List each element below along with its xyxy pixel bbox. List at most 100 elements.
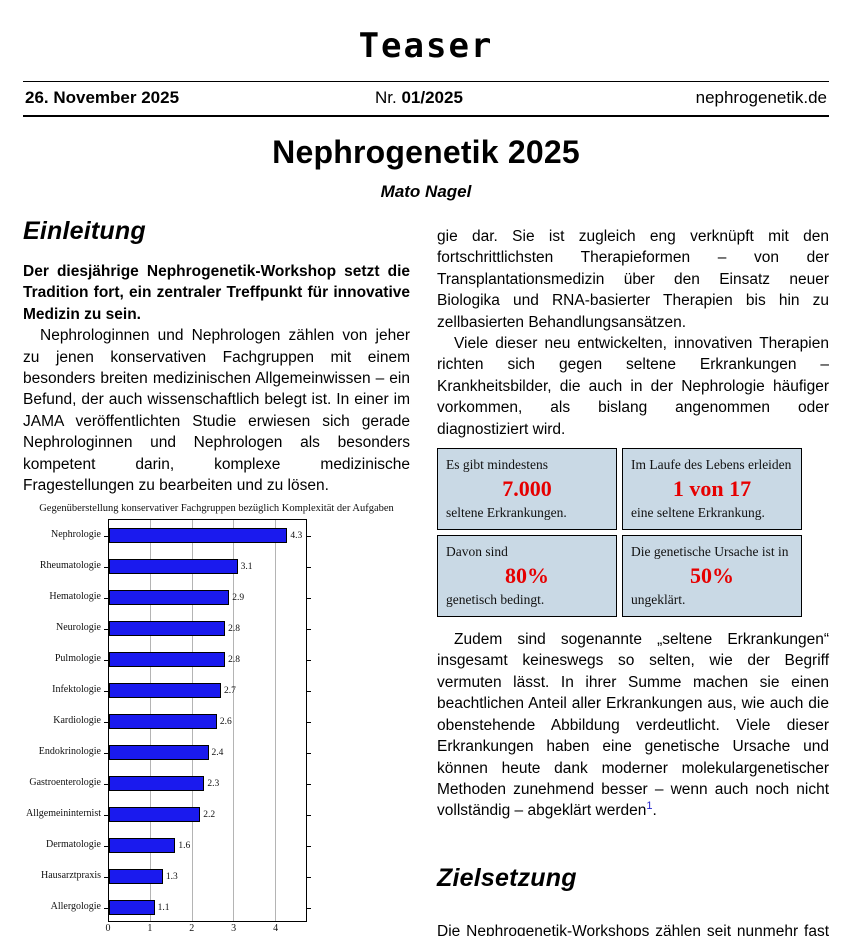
- axis-tick: [104, 784, 108, 786]
- bar-value-label: 3.1: [240, 561, 253, 572]
- fact-box-bottom-text: seltene Erkrankungen.: [446, 505, 567, 521]
- axis-tick: [104, 722, 108, 724]
- category-label: Dermatologie: [46, 839, 101, 851]
- fact-box-bottom-text: eine seltene Erkrankung.: [631, 505, 765, 521]
- axis-tick: [104, 753, 108, 755]
- bar-row: 2.7: [109, 675, 306, 706]
- category-label: Endokrinologie: [38, 746, 101, 758]
- fact-box-7000: Es gibt mindestens 7.000 seltene Erkrank…: [437, 448, 617, 531]
- bar-pulmologie: [109, 652, 226, 668]
- axis-tick: [307, 660, 311, 662]
- axis-tick: [104, 660, 108, 662]
- paragraph-period: .: [652, 802, 657, 820]
- fact-box-highlight: 80%: [505, 563, 549, 589]
- x-tick-label: 1: [147, 923, 153, 935]
- category-label: Rheumatologie: [39, 560, 101, 572]
- axis-tick: [307, 877, 311, 879]
- category-label: Neurologie: [56, 622, 101, 634]
- category-label: Kardiologie: [53, 715, 101, 727]
- axis-tick: [307, 598, 311, 600]
- bar-value-label: 2.2: [203, 809, 216, 820]
- bar-row: 1.1: [109, 892, 306, 923]
- category-label: Hematologie: [49, 591, 101, 603]
- bar-kardiologie: [109, 714, 217, 730]
- axis-tick: [307, 722, 311, 724]
- axis-tick: [307, 753, 311, 755]
- axis-tick: [104, 567, 108, 569]
- bar-row: 3.1: [109, 551, 306, 582]
- bar-value-label: 2.9: [232, 592, 245, 603]
- x-tick-label: 2: [189, 923, 195, 935]
- category-label: Hausarztpraxis: [41, 870, 101, 882]
- axis-tick: [307, 815, 311, 817]
- intro-paragraph: Nephrologinnen und Nephrologen zählen vo…: [23, 327, 410, 495]
- issue-number: Nr. 01/2025: [375, 88, 463, 108]
- axis-tick: [104, 629, 108, 631]
- fact-box-highlight: 50%: [690, 563, 734, 589]
- header-rule-top: [23, 81, 829, 82]
- axis-tick: [104, 877, 108, 879]
- bar-rheumatologie: [109, 559, 238, 575]
- section-heading-einleitung: Einleitung: [23, 217, 146, 245]
- bar-row: 2.8: [109, 644, 306, 675]
- chart-area: Nephrologie Rheumatologie Hematologie Neuro…: [23, 519, 410, 936]
- bar-value-label: 1.6: [178, 840, 191, 851]
- axis-tick: [104, 846, 108, 848]
- chart-category-labels: Nephrologie Rheumatologie Hematologie Neuro…: [23, 519, 108, 922]
- axis-tick: [307, 846, 311, 848]
- bar-value-label: 2.8: [228, 623, 240, 634]
- gridline-x-4: [274, 520, 276, 922]
- axis-tick: [104, 536, 108, 538]
- axis-tick: [104, 691, 108, 693]
- category-label: Nephrologie: [51, 529, 101, 541]
- fact-box-top-text: Davon sind: [446, 544, 508, 560]
- chart-x-ticklabels: 0 1 2 3 4: [105, 922, 307, 936]
- footnote-marker: 1: [646, 800, 653, 813]
- fact-box-50prozent: Die genetische Ursache ist in 50% ungekl…: [622, 535, 802, 618]
- axis-tick: [307, 536, 311, 538]
- chart-title: Gegenüberstellung konservativer Fachgrup…: [39, 503, 394, 515]
- fact-box-bottom-text: genetisch bedingt.: [446, 592, 545, 608]
- fact-box-bottom-text: ungeklärt.: [631, 592, 686, 608]
- category-label: Infektologie: [52, 684, 101, 696]
- axis-tick: [104, 908, 108, 910]
- two-column-layout: Einleitung Der diesjährige Nephrogenetik…: [23, 217, 829, 936]
- bar-row: 2.9: [109, 582, 306, 613]
- bar-row: 1.3: [109, 861, 306, 892]
- bar-value-label: 1.1: [157, 902, 170, 913]
- bar-row: 2.4: [109, 737, 306, 768]
- bar-value-label: 2.7: [223, 685, 236, 696]
- category-label: Gastroenterologie: [29, 777, 101, 789]
- fact-box-top-text: Die genetische Ursache ist in: [631, 544, 789, 560]
- category-label: Allgemeininternist: [26, 808, 101, 820]
- lead-paragraph: Der diesjährige Nephrogenetik-Workshop s…: [23, 263, 410, 323]
- bar-hausarztpraxis: [109, 869, 163, 885]
- zielsetzung-paragraph: Die Nephrogenetik-Workshops zählen seit …: [437, 922, 829, 936]
- bar-dermatologie: [109, 838, 176, 854]
- bar-nephrologie: [109, 528, 288, 544]
- header-rule-bottom: [23, 115, 829, 117]
- bar-value-label: 1.3: [165, 871, 178, 882]
- axis-tick: [104, 815, 108, 817]
- fact-box-highlight: 1 von 17: [672, 476, 752, 502]
- x-tick-label: 0: [105, 923, 111, 935]
- axis-tick: [307, 691, 311, 693]
- issue-value: 01/2025: [401, 88, 463, 107]
- bar-neurologie: [109, 621, 226, 637]
- axis-tick: [307, 784, 311, 786]
- section-heading-zielsetzung: Zielsetzung: [437, 863, 577, 892]
- masthead-title: Teaser: [358, 26, 494, 66]
- page-title: Nephrogenetik 2025: [272, 134, 580, 170]
- fact-box-top-text: Im Laufe des Lebens erleiden: [631, 457, 792, 473]
- bar-row: 2.3: [109, 768, 306, 799]
- bar-value-label: 4.3: [290, 530, 303, 541]
- bar-row: 2.2: [109, 799, 306, 830]
- fact-box-80prozent: Davon sind 80% genetisch bedingt.: [437, 535, 617, 618]
- author-name: Mato Nagel: [380, 182, 472, 201]
- category-label: Pulmologie: [54, 653, 101, 665]
- bar-value-label: 2.8: [228, 654, 240, 665]
- bar-allgemeininternist: [109, 807, 201, 823]
- bar-value-label: 2.6: [219, 716, 232, 727]
- left-column: Einleitung Der diesjährige Nephrogenetik…: [23, 217, 410, 936]
